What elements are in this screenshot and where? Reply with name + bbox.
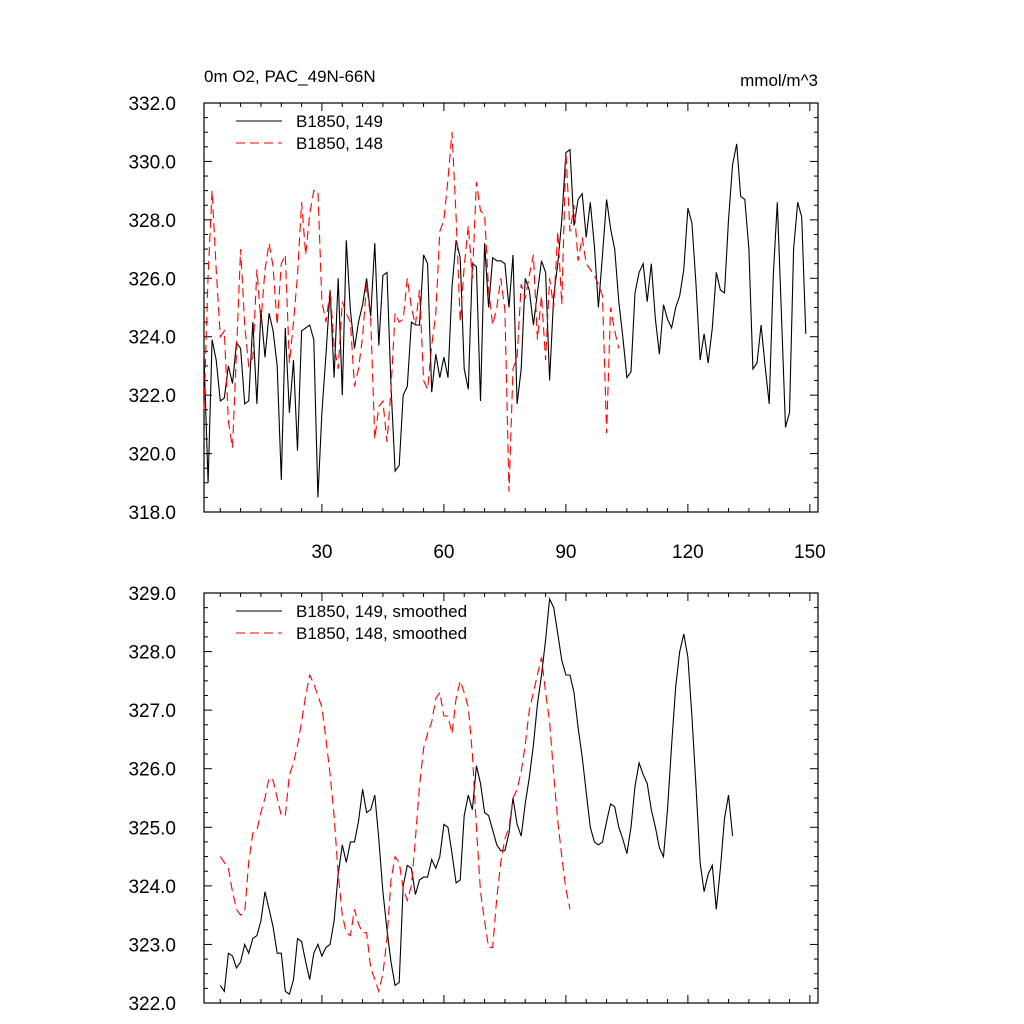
x-tick-label: 60 bbox=[433, 542, 454, 563]
y-tick-label: 324.0 bbox=[128, 877, 176, 898]
y-tick-label: 328.0 bbox=[128, 211, 176, 232]
y-tick-label: 327.0 bbox=[128, 701, 176, 722]
legend-label: B1850, 148 bbox=[296, 134, 383, 153]
y-tick-label: 318.0 bbox=[128, 503, 176, 524]
y-tick-label: 322.0 bbox=[128, 386, 176, 407]
x-tick-label: 150 bbox=[794, 542, 826, 563]
units-label: mmol/m^3 bbox=[740, 71, 818, 90]
x-tick-label: 30 bbox=[311, 542, 332, 563]
y-tick-label: 320.0 bbox=[128, 445, 176, 466]
top-panel: 318.0 320.0 322.0 324.0 326.0 328.0 330.0 332.0… bbox=[128, 94, 825, 563]
y-tick-label: 326.0 bbox=[128, 760, 176, 781]
y-tick-label: 328.0 bbox=[128, 643, 176, 664]
y-tick-label: 329.0 bbox=[128, 584, 176, 605]
y-tick-label: 322.0 bbox=[128, 994, 176, 1015]
series-line-1 bbox=[219, 657, 571, 994]
figure-title: 0m O2, PAC_49N-66N bbox=[204, 67, 376, 86]
plot-frame bbox=[203, 102, 819, 513]
x-tick-label: 90 bbox=[555, 542, 576, 563]
y-tick-label: 324.0 bbox=[128, 328, 176, 349]
series-line-0 bbox=[219, 596, 734, 996]
y-tick-label: 326.0 bbox=[128, 269, 176, 290]
y-tick-label: 325.0 bbox=[128, 818, 176, 839]
y-tick-label: 330.0 bbox=[128, 152, 176, 173]
y-tick-label: 323.0 bbox=[128, 935, 176, 956]
x-tick-label: 120 bbox=[672, 542, 704, 563]
bottom-panel: 322.0 323.0 324.0 325.0 326.0 327.0 328.0 329.0… bbox=[128, 584, 819, 1015]
series-line-0 bbox=[203, 143, 807, 498]
legend-label: B1850, 148, smoothed bbox=[296, 624, 467, 643]
legend-label: B1850, 149 bbox=[296, 112, 383, 131]
plot-frame bbox=[203, 592, 819, 1004]
y-tick-label: 332.0 bbox=[128, 94, 176, 115]
legend-label: B1850, 149, smoothed bbox=[296, 602, 467, 621]
series-line-1 bbox=[203, 132, 620, 492]
